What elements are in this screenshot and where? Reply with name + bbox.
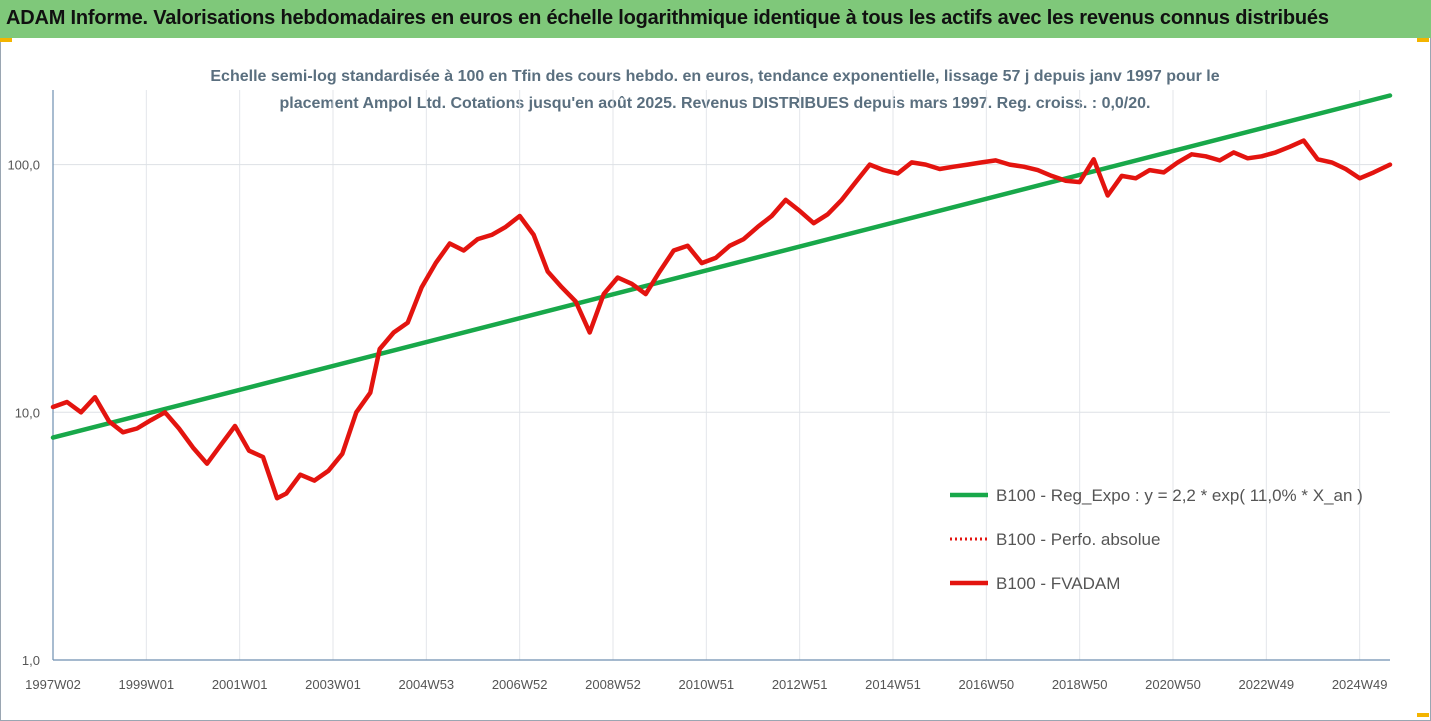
x-tick-label: 2022W49	[1239, 677, 1295, 692]
x-tick-label: 2012W51	[772, 677, 828, 692]
x-tick-label: 1999W01	[119, 677, 175, 692]
legend-label: B100 - Reg_Expo : y = 2,2 * exp( 11,0% *…	[996, 486, 1363, 505]
series-layer	[50, 93, 1393, 501]
report-title: ADAM Informe. Valorisations hebdomadaire…	[6, 7, 1329, 29]
x-tick-label: 2003W01	[305, 677, 361, 692]
x-tick-label: 2001W01	[212, 677, 268, 692]
y-tick-label: 1,0	[22, 653, 40, 668]
corner-marker-right	[1417, 38, 1429, 42]
chart-subtitle-line-1: Echelle semi-log standardisée à 100 en T…	[210, 68, 1220, 85]
legend: B100 - Reg_Expo : y = 2,2 * exp( 11,0% *…	[950, 486, 1363, 593]
regression-trend-line	[50, 93, 1393, 440]
axes	[52, 90, 1390, 661]
x-tick-label: 1997W02	[25, 677, 81, 692]
x-tick-label: 2014W51	[865, 677, 921, 692]
x-tick-label: 2018W50	[1052, 677, 1108, 692]
corner-marker-left	[0, 38, 12, 42]
x-axis-ticks: 1997W02 1999W01 2001W01 2003W01 2004W53 2006W…	[25, 677, 1387, 692]
y-tick-label: 100,0	[7, 158, 40, 173]
corner-marker-bottom-right	[1417, 713, 1429, 717]
legend-label: B100 - FVADAM	[996, 574, 1120, 593]
x-tick-label: 2008W52	[585, 677, 641, 692]
x-tick-label: 2006W52	[492, 677, 548, 692]
chart-subtitle: Echelle semi-log standardisée à 100 en T…	[140, 63, 1290, 117]
x-tick-label: 2004W53	[399, 677, 455, 692]
y-tick-label: 10,0	[15, 405, 40, 420]
x-tick-label: 2016W50	[959, 677, 1015, 692]
chart-subtitle-line-2: placement Ampol Ltd. Cotations jusqu'en …	[279, 95, 1151, 112]
report-banner: ADAM Informe. Valorisations hebdomadaire…	[0, 0, 1431, 38]
grid-lines	[53, 90, 1390, 660]
legend-label: B100 - Perfo. absolue	[996, 530, 1160, 549]
x-tick-label: 2020W50	[1145, 677, 1201, 692]
fvadam-series-line	[50, 138, 1393, 501]
x-tick-label: 2024W49	[1332, 677, 1388, 692]
y-axis-ticks: 1,0 10,0 100,0	[7, 158, 40, 668]
x-tick-label: 2010W51	[679, 677, 735, 692]
